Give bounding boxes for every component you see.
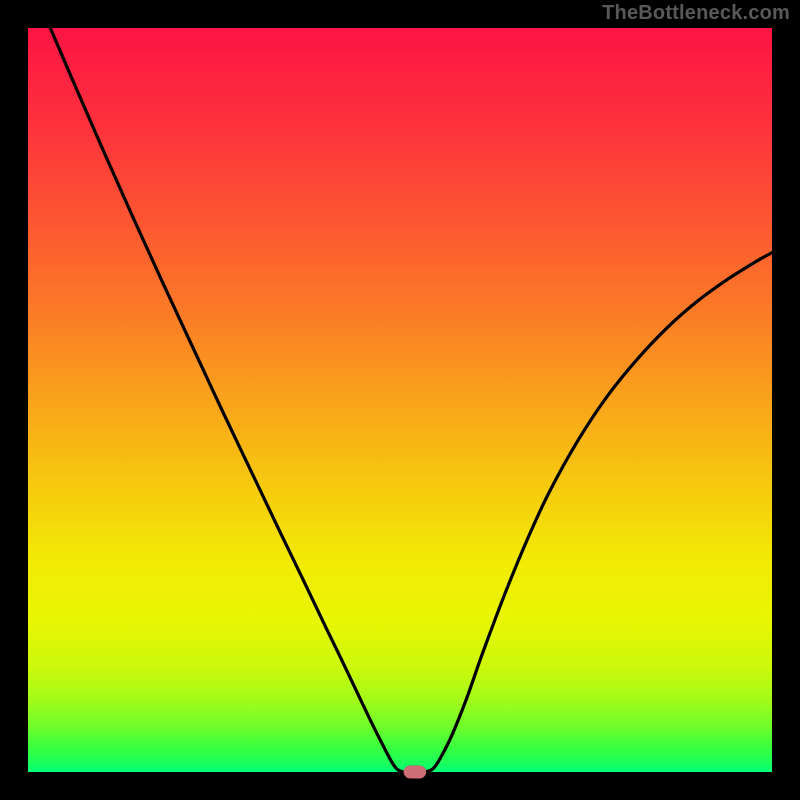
bottleneck-chart xyxy=(0,0,800,800)
optimal-marker xyxy=(404,766,426,779)
watermark-text: TheBottleneck.com xyxy=(602,2,790,25)
plot-area xyxy=(28,28,772,772)
chart-container: { "watermark": { "text": "TheBottleneck.… xyxy=(0,0,800,800)
